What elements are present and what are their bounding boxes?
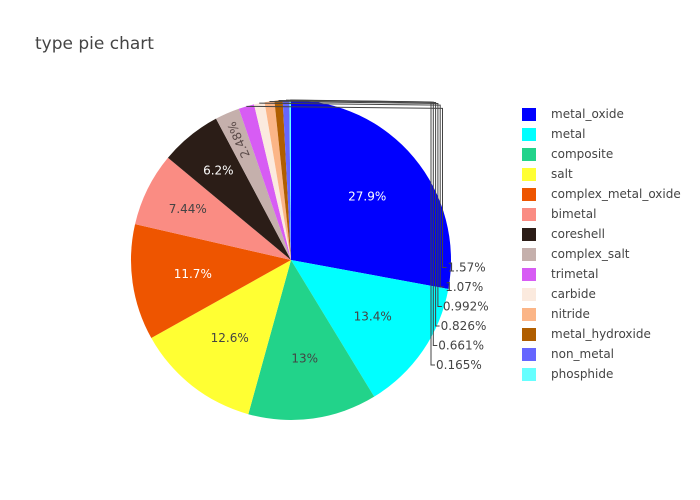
pie-slice-trimetal[interactable] bbox=[238, 104, 291, 260]
pie-slice-nitride[interactable] bbox=[264, 100, 291, 260]
legend-swatch bbox=[522, 227, 536, 241]
data-label-complex-metal-oxide: 11.7% bbox=[174, 267, 212, 281]
pie-slice-metal[interactable] bbox=[291, 260, 449, 397]
pie-slice-metal-hydroxide[interactable] bbox=[274, 100, 291, 260]
leader-line-metal-hydroxide bbox=[278, 99, 440, 327]
data-label-non-metal: 0.661% bbox=[438, 339, 484, 353]
legend-item-salt[interactable]: salt bbox=[522, 164, 681, 184]
legend-label: coreshell bbox=[551, 227, 605, 241]
legend-label: non_metal bbox=[551, 347, 615, 361]
legend-swatch bbox=[522, 267, 536, 281]
pie-slice-coreshell[interactable] bbox=[167, 118, 291, 260]
legend-swatch bbox=[522, 127, 536, 141]
legend-item-metal[interactable]: metal bbox=[522, 124, 681, 144]
legend-label: composite bbox=[551, 147, 614, 161]
legend-swatch bbox=[522, 347, 536, 361]
legend-swatch bbox=[522, 327, 536, 341]
data-label-trimetal: 1.57% bbox=[448, 261, 486, 275]
pie-slice-complex-salt[interactable] bbox=[216, 108, 291, 260]
data-label-metal-hydroxide: 0.826% bbox=[441, 319, 487, 333]
pie-slice-composite[interactable] bbox=[248, 260, 375, 421]
legend-item-composite[interactable]: composite bbox=[522, 144, 681, 164]
data-label-metal: 13.4% bbox=[354, 309, 392, 323]
legend-label: metal_oxide bbox=[551, 107, 624, 121]
legend-item-coreshell[interactable]: coreshell bbox=[522, 224, 681, 244]
legend-swatch bbox=[522, 307, 536, 321]
pie-slice-complex-metal-oxide[interactable] bbox=[131, 224, 291, 338]
pie-slice-phosphide[interactable] bbox=[289, 100, 291, 260]
leader-line-trimetal bbox=[246, 105, 447, 268]
chart-title: type pie chart bbox=[35, 34, 154, 54]
pie-slice-metal-oxide[interactable] bbox=[291, 100, 451, 289]
data-label-salt: 12.6% bbox=[211, 331, 249, 345]
legend-label: complex_salt bbox=[551, 247, 630, 261]
pie-slice-non-metal[interactable] bbox=[282, 100, 291, 260]
legend-label: carbide bbox=[551, 287, 596, 301]
leader-line-carbide bbox=[259, 102, 445, 288]
legend-swatch bbox=[522, 147, 536, 161]
legend-swatch bbox=[522, 287, 536, 301]
legend-swatch bbox=[522, 167, 536, 181]
legend-item-complex-salt[interactable]: complex_salt bbox=[522, 244, 681, 264]
legend-item-bimetal[interactable]: bimetal bbox=[522, 204, 681, 224]
legend-label: nitride bbox=[551, 307, 590, 321]
legend-swatch bbox=[522, 107, 536, 121]
legend-swatch bbox=[522, 367, 536, 381]
data-label-carbide: 1.07% bbox=[445, 280, 483, 294]
data-label-phosphide: 0.165% bbox=[436, 358, 482, 372]
pie-slice-carbide[interactable] bbox=[254, 102, 291, 261]
leader-line-nitride bbox=[269, 100, 442, 307]
legend-item-phosphide[interactable]: phosphide bbox=[522, 364, 681, 384]
legend-item-complex-metal-oxide[interactable]: complex_metal_oxide bbox=[522, 184, 681, 204]
data-label-coreshell: 6.2% bbox=[203, 164, 234, 178]
legend-label: salt bbox=[551, 167, 573, 181]
data-label-composite: 13% bbox=[291, 351, 318, 365]
legend-item-nitride[interactable]: nitride bbox=[522, 304, 681, 324]
legend-item-trimetal[interactable]: trimetal bbox=[522, 264, 681, 284]
data-label-bimetal: 7.44% bbox=[169, 202, 207, 216]
legend-label: trimetal bbox=[551, 267, 599, 281]
legend-item-carbide[interactable]: carbide bbox=[522, 284, 681, 304]
legend-item-metal-hydroxide[interactable]: metal_hydroxide bbox=[522, 324, 681, 344]
legend-label: phosphide bbox=[551, 367, 614, 381]
legend-item-metal-oxide[interactable]: metal_oxide bbox=[522, 104, 681, 124]
legend-swatch bbox=[522, 187, 536, 201]
data-label-nitride: 0.992% bbox=[443, 300, 489, 314]
legend-swatch bbox=[522, 247, 536, 261]
pie-slice-salt[interactable] bbox=[151, 260, 291, 415]
legend-swatch bbox=[522, 207, 536, 221]
legend-label: metal_hydroxide bbox=[551, 327, 651, 341]
legend-label: complex_metal_oxide bbox=[551, 187, 681, 201]
pie-slice-bimetal[interactable] bbox=[135, 157, 291, 260]
legend-item-non-metal[interactable]: non_metal bbox=[522, 344, 681, 364]
legend-label: bimetal bbox=[551, 207, 597, 221]
legend-label: metal bbox=[551, 127, 586, 141]
data-label-metal-oxide: 27.9% bbox=[348, 190, 386, 204]
